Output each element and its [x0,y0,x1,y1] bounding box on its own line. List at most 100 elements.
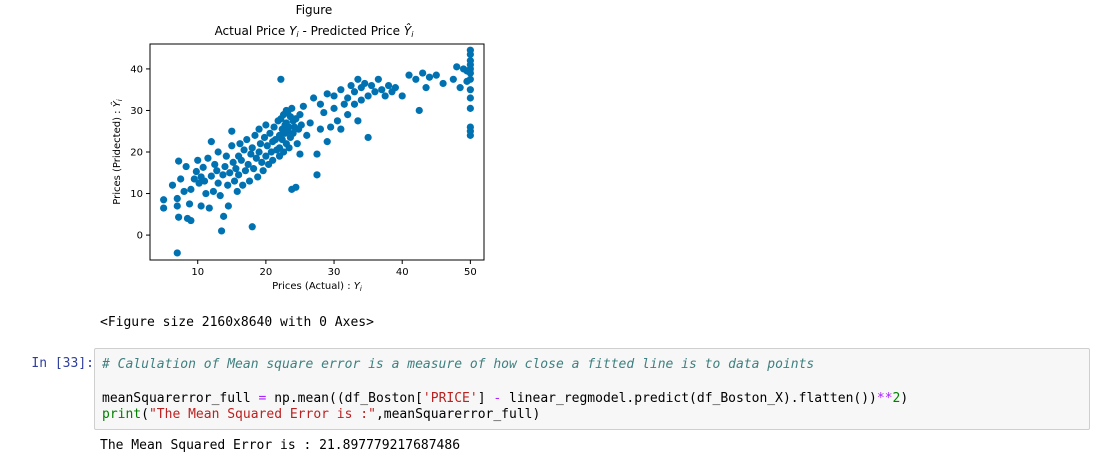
scatter-point [313,150,321,158]
scatter-point [357,96,365,104]
scatter-point [367,81,376,90]
scatter-point [255,125,263,133]
scatter-point [364,133,372,142]
scatter-point [182,162,190,171]
scatter-point [398,92,406,100]
scatter-point [197,202,205,210]
scatter-point [280,148,288,156]
scatter-point [251,131,259,139]
scatter-point [228,127,236,135]
scatter-point [361,79,369,88]
scatter-point [330,104,338,112]
scatter-point [285,144,293,152]
scatter-point [248,144,256,152]
scatter-point [224,181,232,189]
scatter-point [267,148,275,156]
code-keyword: print [102,407,142,422]
scatter-point [306,119,314,127]
code-token: meanSquarerror_full [102,391,259,406]
scatter-point [207,172,215,180]
y-tick-label: 30 [130,106,143,117]
scatter-point [194,156,202,164]
scatter-point [258,158,266,166]
scatter-point [175,213,183,221]
scatter-point [173,249,181,257]
scatter-point [340,100,348,108]
scatter-point [205,204,213,212]
code-cell-editor[interactable]: # Calulation of Mean square error is a m… [94,348,1090,430]
scatter-point [391,84,399,92]
scatter-point [211,160,219,169]
scatter-point [285,123,293,131]
scatter-point [180,187,188,196]
scatter-point [160,204,168,212]
scatter-point [320,108,328,117]
code-operator: - [493,391,502,406]
figure-output: Figure Actual Price Yi - Predicted Price… [100,0,520,300]
scatter-point [371,88,379,96]
scatter-point [466,104,474,112]
scatter-point [229,158,237,166]
scatter-point [316,100,325,108]
scatter-point [347,81,355,90]
x-tick-label: 30 [328,267,341,278]
y-axis-label: Prices (Pridected) : Ŷi [110,99,124,205]
scatter-point [217,227,226,235]
scatter-point [297,121,305,129]
scatter-point [252,154,260,162]
scatter-point [405,71,413,79]
chart-title: Actual Price Yi - Predicted Price Ŷi [215,23,415,39]
scatter-point [237,156,245,164]
code-token: linear_regmodel.predict(df_Boston_X).fla… [501,391,877,406]
cell-prompt: In [33]: [31,356,94,371]
x-tick-label: 40 [396,267,409,278]
scatter-point [412,75,420,83]
scatter-point [200,177,209,185]
scatter-point [220,212,228,220]
scatter-point [239,181,247,189]
figure-suptitle: Figure [296,3,333,17]
code-string: 'PRICE' [422,391,478,406]
scatter-point [266,129,274,137]
scatter-point [207,138,215,146]
scatter-point [248,223,256,231]
code-token: ) [900,391,909,406]
scatter-point [250,165,258,173]
scatter-point [463,77,471,85]
scatter-point [243,135,251,144]
scatter-point [262,152,270,160]
scatter-point [296,111,304,119]
scatter-point [173,202,181,210]
scatter-point [378,86,386,94]
scatter-point [260,133,269,142]
scatter-point [241,167,250,175]
y-axis: 0 10 20 30 40 [130,64,150,242]
scatter-point [313,171,321,179]
scatter-point [230,177,239,185]
scatter-point [209,187,217,196]
scatter-point [187,216,195,225]
scatter-point [235,171,243,179]
scatter-point [439,79,447,88]
data-points [160,46,474,257]
scatter-point [463,67,471,75]
scatter-point [228,142,236,150]
scatter-point [432,71,440,79]
x-tick-label: 20 [260,267,273,278]
scatter-point [247,150,255,158]
scatter-point [466,86,474,94]
code-number: 2 [892,391,901,406]
scatter-point [344,94,352,102]
y-tick-label: 20 [130,148,143,159]
scatter-point [270,123,278,131]
scatter-point [173,194,181,203]
scatter-point [160,196,168,204]
scatter-point [364,92,372,100]
scatter-point [192,167,200,176]
code-string: "The Mean Squared Error is :" [148,407,376,422]
scatter-point [202,189,210,198]
scatter-point [337,125,345,133]
scatter-point [350,100,359,108]
scatter-point [256,140,265,148]
x-axis: 10 20 30 40 50 [191,260,477,278]
